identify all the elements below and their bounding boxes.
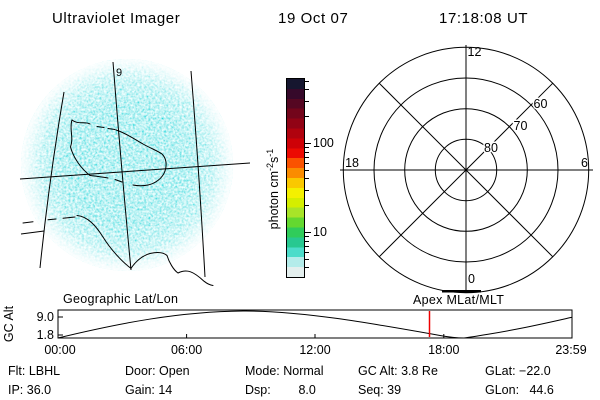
colorbar-tick [305, 169, 309, 171]
colorbar-tick [305, 205, 309, 207]
status-seq: Seq: 39 [358, 382, 402, 397]
status-door: Door: Open [125, 364, 190, 378]
status-row: Flt: LBHL Door: Open Mode: Normal GC Alt… [0, 364, 600, 378]
mlt-label-18: 18 [345, 156, 359, 170]
timeline-right-title: Apex MLat/MLT [413, 293, 504, 307]
colorbar-unit-label: photon cm-2s-1 [265, 148, 282, 230]
status-gc-alt: GC Alt: 3.8 Re [358, 364, 438, 378]
colorbar-tick [305, 143, 311, 144]
app-title: Ultraviolet Imager [52, 10, 181, 27]
colorbar-gradient [286, 78, 305, 278]
status-dsp: Dsp: 8.0 [245, 382, 316, 397]
x-tick-label: 00:00 [44, 343, 75, 357]
meridian-line [112, 61, 132, 271]
colorbar-tick [305, 151, 309, 153]
meridian-line [39, 91, 65, 269]
x-tick-label: 23:59 [555, 343, 586, 357]
colorbar-tick [305, 116, 309, 118]
colorbar-tick [305, 240, 309, 242]
ring-label-70: 70 [514, 119, 528, 133]
colorbar-tick [305, 156, 309, 158]
timeline-left-title: Geographic Lat/Lon [63, 292, 178, 306]
colorbar-tick [305, 80, 309, 82]
colorbar-tick-label: 10 [313, 224, 327, 239]
uv-image-panel: 9 [19, 59, 250, 286]
colorbar-tick [305, 100, 309, 102]
mlt-label-6: 6 [581, 156, 588, 170]
status-mode: Mode: Normal [245, 364, 324, 378]
time-readout: 17:18:08 UT [439, 10, 529, 27]
colorbar-tick [305, 89, 309, 91]
x-tick-label: 18:00 [428, 343, 459, 357]
status-glon: GLon: 44.6 [485, 382, 554, 397]
colorbar-tick [305, 267, 309, 269]
map-grid-label: 9 [116, 67, 122, 79]
y-axis-label: GC Alt [2, 305, 16, 342]
map-coastlines [22, 119, 214, 286]
parallel-line [20, 230, 45, 235]
mlt-label-12: 12 [468, 45, 482, 59]
status-flt: Flt: LBHL [8, 364, 61, 378]
polar-diagonal [378, 82, 554, 258]
parallel-line [19, 162, 250, 180]
polar-panel: 12 18 6 0 80 70 60 [340, 45, 593, 294]
colorbar-tick [305, 232, 311, 233]
colorbar-tick [305, 251, 309, 253]
colorbar-tick [305, 245, 309, 247]
colorbar-tick-label: 100 [313, 135, 334, 150]
timeline-box [57, 309, 573, 339]
status-gain: Gain: 14 [125, 382, 173, 397]
ring-label-80: 80 [484, 141, 498, 155]
colorbar-tick [305, 236, 309, 238]
timeline-overbar [442, 290, 481, 293]
status-glat: GLat: −22.0 [485, 364, 551, 378]
timeline-panel: Geographic Lat/Lon Apex MLat/MLT GC Alt … [2, 290, 587, 357]
colorbar-ticks: 100 10 [305, 78, 335, 278]
ring-label-60: 60 [534, 97, 548, 111]
meridian-line [190, 70, 206, 278]
y-tick-label-top: 9.0 [37, 310, 54, 324]
timeline-curve [57, 310, 573, 339]
x-tick-label: 12:00 [299, 343, 330, 357]
status-ip: IP: 36.0 [8, 382, 52, 397]
x-tick-label: 06:00 [171, 343, 202, 357]
date-readout: 19 Oct 07 [278, 10, 349, 27]
colorbar-tick [305, 258, 309, 260]
y-tick-label-bottom: 1.8 [37, 328, 54, 342]
map-grid [19, 61, 250, 278]
mlt-label-0: 0 [468, 272, 475, 286]
status-row: IP: 36.0 Gain: 14 Dsp: 8.0 Seq: 39 GLon:… [0, 383, 600, 397]
colorbar-tick [305, 178, 309, 180]
colorbar-tick [305, 147, 309, 149]
colorbar-tick [305, 162, 309, 164]
colorbar-tick [305, 189, 309, 191]
